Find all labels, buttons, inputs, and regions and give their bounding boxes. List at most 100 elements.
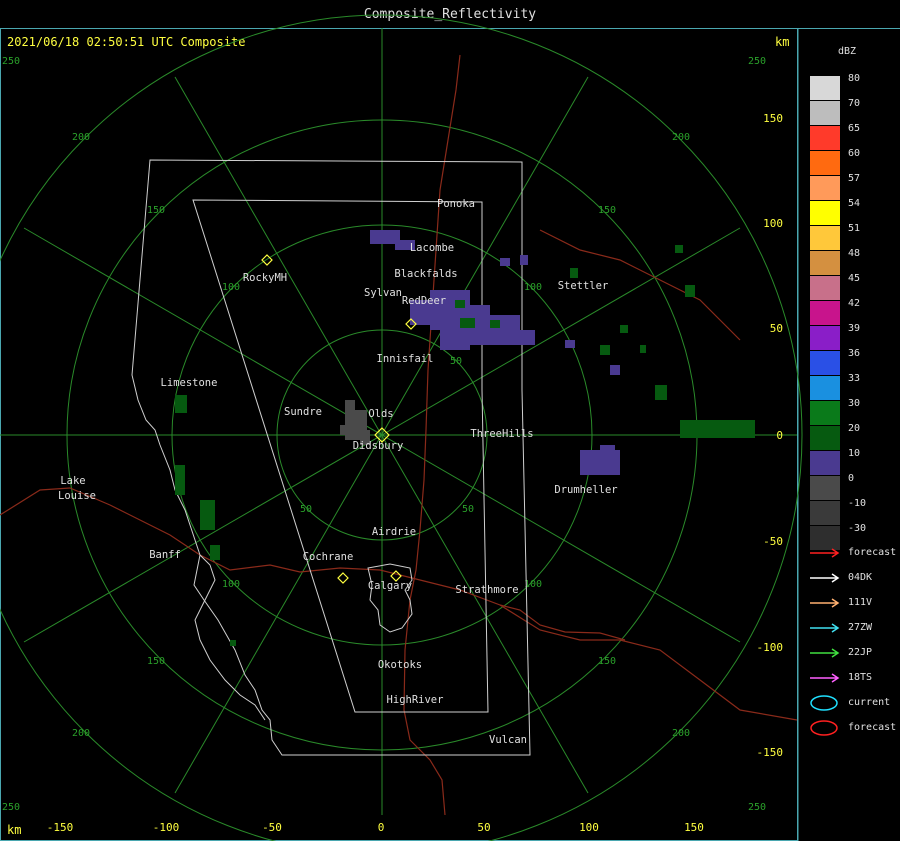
place-label-vulcan: Vulcan: [489, 734, 527, 746]
legend-level-label: 54: [848, 198, 861, 209]
legend-swatch: [810, 101, 840, 125]
y-tick-label: -150: [757, 746, 784, 759]
radial-150: [174, 76, 589, 794]
legend-swatch: [810, 401, 840, 425]
place-label-lake: Lake: [60, 475, 85, 487]
legend-swatch: [810, 226, 840, 250]
place-label-banff: Banff: [149, 549, 181, 561]
track-label: 04DK: [848, 572, 873, 583]
x-tick-label: 0: [378, 821, 385, 834]
echo-0dbz: [340, 400, 370, 445]
legend-swatch: [810, 376, 840, 400]
track-arrow-icon: [810, 673, 840, 683]
ring-label: 50: [450, 356, 462, 367]
y-tick-label: 50: [770, 322, 783, 335]
legend-swatch: [810, 151, 840, 175]
legend-swatch: [810, 176, 840, 200]
x-tick-label: -100: [153, 821, 180, 834]
legend-level-label: 65: [848, 123, 861, 134]
y-tick-label: -100: [757, 641, 784, 654]
legend-level-label: 57: [848, 173, 861, 184]
radial-lines: [0, 28, 797, 815]
reddeer-diamond: [405, 318, 417, 330]
ring-label: 200: [72, 728, 90, 739]
legend-level-label: -10: [848, 498, 867, 509]
legend-swatch: [810, 301, 840, 325]
ring-labels: 50 50 50 100 100 100 100 150 150 150 150…: [2, 56, 766, 813]
unit-label-top: km: [775, 35, 789, 49]
y-tick-label: -50: [763, 535, 783, 548]
range-ring-200: [0, 14, 803, 841]
ring-label: 100: [222, 282, 240, 293]
rockymh-diamond: [261, 254, 273, 266]
legend-level-label: -30: [848, 523, 867, 534]
place-label-stettler: Stettler: [558, 280, 609, 292]
legend-level-label: 33: [848, 373, 861, 384]
legend-level-label: 20: [848, 423, 861, 434]
place-label-olds: Olds: [368, 408, 393, 420]
borders: [0, 54, 798, 816]
track-arrow-icon: [810, 648, 840, 658]
ring-label: 250: [748, 56, 766, 67]
ring-label: 250: [2, 802, 20, 813]
echo-10dbz: [370, 230, 620, 475]
site-markers: [261, 254, 417, 584]
track-ellipse-icon: [810, 720, 838, 736]
border-north: [403, 54, 461, 816]
place-label-airdrie: Airdrie: [372, 526, 416, 538]
track-label: forecast: [848, 547, 897, 558]
x-tick-label: -50: [262, 821, 282, 834]
reflectivity-echoes: [175, 230, 755, 646]
track-label: current: [848, 697, 891, 708]
x-tick-label: 50: [477, 821, 490, 834]
legend-swatch: [810, 476, 840, 500]
calgary-outline: [367, 563, 413, 633]
ring-label: 100: [524, 282, 542, 293]
border-west: [0, 487, 798, 721]
legend-level-label: 51: [848, 223, 861, 234]
legend-swatch: [810, 451, 840, 475]
ring-label: 100: [222, 579, 240, 590]
legend-swatch: [810, 276, 840, 300]
x-tick-label: 150: [684, 821, 704, 834]
unit-label-bottom: km: [7, 823, 21, 837]
legend-level-label: 70: [848, 98, 861, 109]
place-label-sundre: Sundre: [284, 406, 322, 418]
legend-level-label: 36: [848, 348, 861, 359]
place-label-okotoks: Okotoks: [378, 659, 422, 671]
place-label-louise: Louise: [58, 490, 96, 502]
legend-swatch: [810, 76, 840, 100]
x-tick-label: 100: [579, 821, 599, 834]
track-arrow-icon: [810, 598, 840, 608]
ring-label: 250: [2, 56, 20, 67]
place-label-highriver: HighRiver: [387, 694, 444, 706]
track-arrow-icon: [810, 573, 840, 583]
legend-level-label: 45: [848, 273, 861, 284]
place-label-sylvan: Sylvan: [364, 287, 402, 299]
ring-label: 50: [300, 504, 312, 515]
ring-label: 250: [748, 802, 766, 813]
legend-title: dBZ: [838, 46, 857, 57]
place-label-cochrane: Cochrane: [303, 551, 354, 563]
ring-label: 200: [672, 728, 690, 739]
kananaskis-outline: [194, 554, 266, 721]
timestamp-label: 2021/06/18 02:50:51 UTC Composite: [7, 35, 245, 49]
ring-label: 150: [147, 656, 165, 667]
inner-polygon: [192, 199, 489, 713]
place-label-didsbury: Didsbury: [353, 440, 404, 452]
legend-level-label: 42: [848, 298, 861, 309]
outer-polygon: [131, 159, 531, 756]
place-label-strathmore: Strathmore: [455, 584, 518, 596]
place-label-rockymh: RockyMH: [243, 272, 287, 284]
y-tick-label: 150: [763, 112, 783, 125]
radar-site-diamond: [374, 427, 390, 443]
ring-label: 150: [598, 656, 616, 667]
y-tick-label: 100: [763, 217, 783, 230]
border-east: [539, 229, 741, 341]
echo-20dbz: [175, 245, 755, 646]
legend-level-label: 30: [848, 398, 861, 409]
legend-swatch: [810, 251, 840, 275]
legend-level-label: 60: [848, 148, 861, 159]
